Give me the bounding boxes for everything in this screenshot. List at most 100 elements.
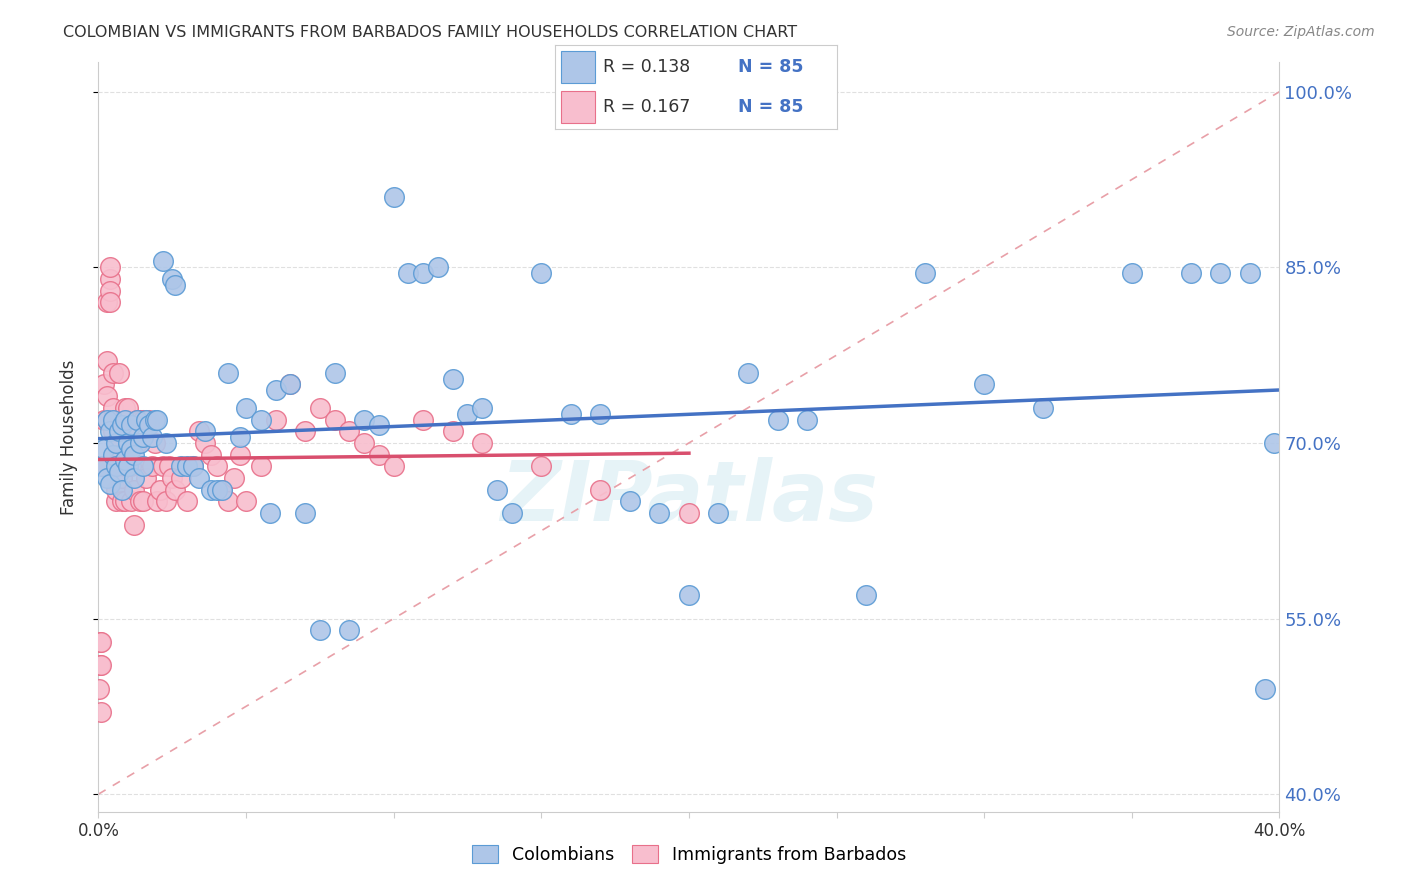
Point: [707, 506, 730, 520]
Point: [152, 459, 174, 474]
Point: [103, 401, 125, 415]
Point: [205, 459, 228, 474]
Point: [323, 366, 346, 380]
Point: [1032, 401, 1054, 415]
Point: [93, 459, 115, 474]
Point: [117, 401, 139, 415]
Point: [560, 407, 582, 421]
Point: [589, 407, 612, 421]
Point: [229, 448, 252, 462]
Point: [162, 272, 183, 286]
Point: [619, 494, 641, 508]
Point: [96, 471, 118, 485]
Point: [117, 459, 139, 474]
Point: [162, 471, 183, 485]
Point: [205, 483, 228, 497]
Point: [280, 377, 302, 392]
Point: [796, 412, 818, 426]
Point: [280, 377, 302, 392]
Point: [678, 588, 700, 602]
Point: [98, 476, 121, 491]
Point: [323, 412, 346, 426]
Text: COLOMBIAN VS IMMIGRANTS FROM BARBADOS FAMILY HOUSEHOLDS CORRELATION CHART: COLOMBIAN VS IMMIGRANTS FROM BARBADOS FA…: [63, 25, 797, 40]
Point: [382, 190, 405, 204]
Point: [93, 377, 115, 392]
Point: [224, 471, 246, 485]
Point: [152, 254, 174, 268]
Point: [90, 459, 112, 474]
Point: [217, 494, 239, 508]
Point: [114, 453, 136, 467]
Point: [229, 430, 252, 444]
Point: [105, 459, 128, 474]
Point: [187, 471, 209, 485]
Point: [114, 412, 136, 426]
Point: [98, 424, 121, 438]
Point: [138, 418, 160, 433]
Point: [157, 459, 180, 474]
Point: [132, 430, 155, 444]
Point: [93, 412, 115, 426]
Point: [471, 436, 494, 450]
Point: [90, 635, 112, 649]
Point: [441, 424, 464, 438]
Point: [108, 465, 131, 479]
Point: [122, 471, 145, 485]
Point: [165, 277, 187, 292]
Point: [132, 412, 155, 426]
Point: [235, 401, 257, 415]
Point: [108, 424, 131, 438]
Point: [530, 266, 553, 280]
Point: [1209, 266, 1232, 280]
Point: [353, 412, 375, 426]
Point: [294, 506, 316, 520]
Point: [1121, 266, 1143, 280]
Point: [122, 517, 145, 532]
Point: [187, 424, 209, 438]
Point: [530, 459, 553, 474]
Point: [117, 436, 139, 450]
Point: [501, 506, 523, 520]
Point: [176, 459, 198, 474]
Point: [264, 384, 287, 398]
Point: [766, 412, 789, 426]
Point: [111, 418, 134, 433]
Point: [105, 436, 128, 450]
Point: [90, 658, 112, 673]
Point: [96, 412, 118, 426]
Point: [457, 407, 479, 421]
Point: [96, 389, 118, 403]
Point: [149, 483, 172, 497]
Point: [200, 448, 222, 462]
Point: [93, 442, 115, 456]
Point: [141, 459, 163, 474]
Legend: Colombians, Immigrants from Barbados: Colombians, Immigrants from Barbados: [465, 838, 912, 871]
Y-axis label: Family Households: Family Households: [59, 359, 77, 515]
Point: [155, 436, 177, 450]
Text: N = 85: N = 85: [738, 98, 804, 116]
Point: [98, 272, 121, 286]
Text: ZIPatlas: ZIPatlas: [501, 457, 877, 538]
Point: [211, 483, 233, 497]
Point: [486, 483, 509, 497]
Text: N = 85: N = 85: [738, 58, 804, 76]
Point: [194, 424, 217, 438]
Point: [155, 494, 177, 508]
Point: [264, 412, 287, 426]
Point: [111, 448, 134, 462]
Point: [165, 483, 187, 497]
Point: [89, 658, 111, 673]
Point: [146, 494, 169, 508]
Point: [141, 430, 163, 444]
Point: [309, 624, 332, 638]
Point: [382, 459, 405, 474]
Point: [96, 354, 118, 368]
Point: [441, 371, 464, 385]
Point: [353, 436, 375, 450]
Point: [412, 266, 434, 280]
Point: [138, 412, 160, 426]
Point: [170, 471, 193, 485]
Point: [120, 418, 142, 433]
Point: [89, 681, 111, 696]
Point: [294, 424, 316, 438]
